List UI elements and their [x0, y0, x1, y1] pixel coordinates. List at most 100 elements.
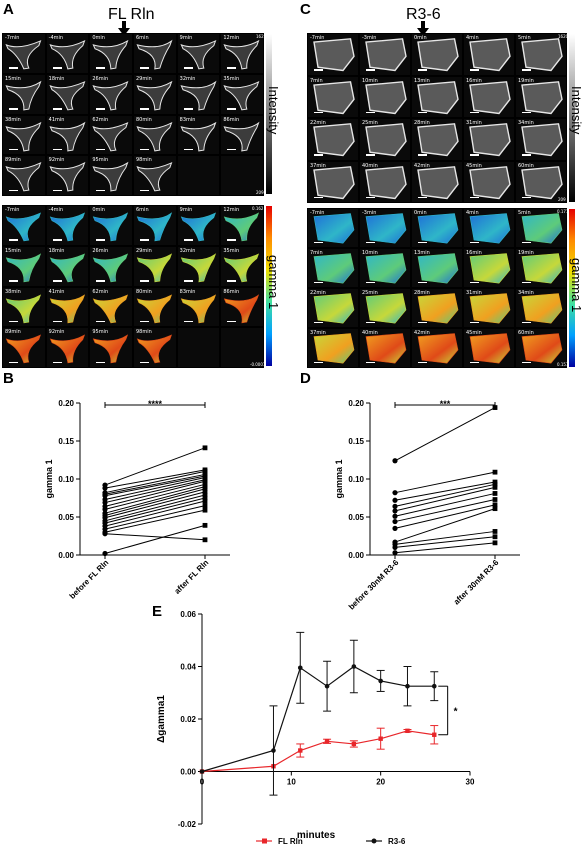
panel-e-series-line — [201, 730, 435, 773]
panel-b-before-point — [102, 506, 108, 512]
panel-a-intensity-tile: 86min — [221, 115, 263, 155]
time-label: 19min — [518, 250, 534, 256]
panel-c-intensity-tile: 37min — [308, 161, 358, 202]
panel-e-point — [298, 748, 303, 753]
panel-b-y-tick-label: 0.15 — [58, 437, 74, 446]
panel-a-gamma-label: gamma 1 — [266, 255, 281, 310]
scale-bar — [470, 69, 479, 71]
scale-bar — [314, 69, 323, 71]
time-label: 0min — [92, 207, 105, 213]
time-label: 62min — [92, 288, 109, 295]
time-label: 41min — [48, 116, 65, 123]
panel-c-intensity-tile: 31min — [464, 119, 514, 160]
panel-e-point — [378, 678, 383, 684]
time-label: 13min — [414, 250, 430, 256]
panel-a-intensity-tile: 83min — [177, 115, 220, 155]
panel-a-intensity-tile: 18min — [46, 74, 89, 114]
scale-bar — [227, 280, 237, 282]
scale-bar — [140, 280, 149, 282]
panel-d-after-point — [492, 506, 498, 512]
time-label: 15min — [5, 75, 21, 82]
panel-d-pair-line — [394, 504, 496, 529]
scale-bar — [52, 280, 62, 282]
panel-d-x-tick-label: after 30nM R3-6 — [452, 558, 501, 607]
scale-bar — [9, 239, 18, 241]
panel-c-gamma-tile: 16min — [464, 249, 514, 287]
time-label: -3min — [362, 35, 377, 41]
panel-a-gamma-tile: -7min — [3, 206, 45, 245]
panel-a-gamma-tile: 83min — [177, 287, 220, 327]
time-label: 6min — [136, 207, 149, 213]
time-label: 18min — [48, 75, 65, 82]
panel-b-pair-line — [104, 447, 206, 486]
time-label: 45min — [466, 330, 482, 336]
panel-c-intensity-tile: 16min — [464, 76, 514, 117]
time-label: 60min — [518, 162, 534, 169]
time-label: 4min — [466, 35, 479, 41]
time-label: 95min — [92, 157, 109, 164]
scale-bar — [418, 281, 427, 283]
panel-b-pair-line — [104, 473, 206, 495]
time-label: 25min — [362, 120, 378, 126]
panel-d-before-point — [392, 458, 398, 464]
panel-a-gamma-empty-tile — [177, 328, 220, 367]
scale-bar — [522, 321, 531, 323]
panel-d-pair-line — [394, 530, 496, 545]
panel-c-gamma-tile: 10min — [360, 249, 410, 287]
panel-a-intensity-empty-tile — [221, 156, 263, 195]
time-label: 92min — [48, 329, 65, 336]
scale-bar — [140, 189, 149, 191]
panel-a-gamma-tile: 18min — [46, 246, 89, 286]
scale-bar — [227, 148, 237, 151]
time-label: 42min — [414, 330, 430, 336]
panel-e-chart: -0.02 0.00 0.02 0.04 0.06 0 10 20 30 Δgamma1 minut… — [156, 610, 475, 846]
panel-a-gamma-tile: 41min — [46, 287, 89, 327]
time-label: 32min — [179, 75, 196, 82]
panel-e-series-line — [201, 665, 435, 773]
panel-e-point — [431, 683, 437, 689]
panel-c-intensity-tile: 5min — [516, 34, 566, 75]
panel-c-gamma-tile: 19min — [516, 249, 566, 287]
panel-b-pair-line — [104, 486, 206, 514]
scale-bar — [227, 108, 237, 110]
scale-bar — [314, 154, 323, 156]
panel-d-pair-line — [394, 492, 496, 517]
scale-bar — [366, 241, 375, 243]
panel-a-intensity-max: 1621 — [256, 34, 267, 39]
panel-d-before-point — [392, 508, 398, 514]
time-label: 34min — [518, 290, 534, 296]
panel-d-chart: 0.00 0.05 0.10 0.15 0.20 gamma 1 before 30nM R… — [334, 399, 520, 612]
panel-d-pair-line — [394, 542, 496, 554]
panel-d-before-point — [392, 518, 398, 525]
panel-d-after-point — [492, 491, 498, 496]
panel-b-x-tick-label: before FL Rln — [68, 558, 111, 601]
scale-bar — [52, 108, 62, 110]
panel-a-gamma-max: 0.162 — [252, 206, 264, 211]
scale-bar — [96, 239, 106, 241]
time-label: 37min — [310, 162, 326, 169]
time-label: 16min — [466, 250, 482, 256]
panel-b-after-point — [202, 503, 208, 508]
panel-a-gamma-tile: 15min — [3, 246, 45, 286]
panel-c-gamma-tile: 42min — [412, 329, 462, 367]
panel-c-gamma-tile: 45min — [464, 329, 514, 367]
time-label: 28min — [414, 120, 430, 126]
panel-a-gamma-empty-tile — [221, 328, 263, 367]
scale-bar — [470, 196, 479, 198]
scale-bar — [522, 241, 531, 243]
scale-bar — [9, 320, 18, 323]
panel-a-gamma-tile: -4min — [46, 206, 89, 245]
panel-b-after-point — [202, 469, 208, 474]
panel-b-pair-line — [104, 475, 206, 497]
panel-c-gamma-tile: -3min — [360, 209, 410, 247]
panel-e-point — [432, 732, 437, 737]
panel-a-gamma-grid: -7min -4min 0min 6min 9min 12min 15min 18min 26m… — [2, 205, 264, 368]
panel-e-legend-marker — [262, 838, 267, 844]
panel-d-y-label: gamma 1 — [334, 459, 344, 498]
panel-e-legend-label: FL Rln — [278, 837, 303, 846]
time-label: 29min — [136, 75, 152, 82]
panel-e-y-label: Δgamma1 — [156, 695, 167, 743]
time-label: 98min — [136, 329, 152, 336]
panel-e-significance: * — [454, 706, 458, 717]
time-label: 83min — [179, 288, 196, 295]
